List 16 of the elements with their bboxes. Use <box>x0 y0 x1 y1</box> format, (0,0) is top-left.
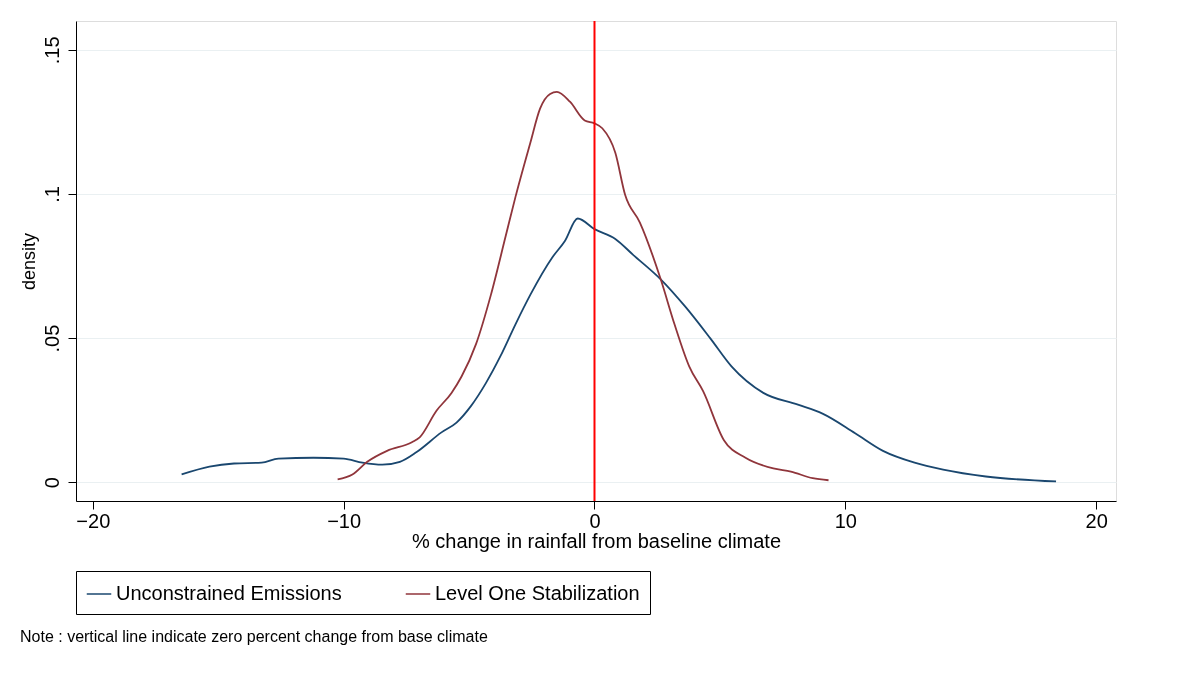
legend-label: Level One Stabilization <box>435 582 640 604</box>
line-series <box>180 217 1057 483</box>
legend-label: Unconstrained Emissions <box>116 582 342 604</box>
x-tick-label: 20 <box>1085 509 1108 532</box>
y-tick-label: .05 <box>40 324 63 353</box>
x-tick-label: −20 <box>76 509 111 532</box>
x-tick-label: 0 <box>589 509 601 532</box>
text: Note : vertical line indicate zero percent change from base climate <box>20 627 488 645</box>
x-axis-title: % change in rainfall from baseline climate <box>411 529 782 552</box>
line-series <box>336 91 830 482</box>
y-tick-label: .15 <box>40 36 63 65</box>
y-axis-title: density <box>18 232 39 291</box>
y-tick-label: 0 <box>40 477 63 489</box>
x-tick-label: 10 <box>834 509 857 532</box>
x-tick-label: −10 <box>327 509 362 532</box>
y-tick-label: .1 <box>40 186 63 203</box>
